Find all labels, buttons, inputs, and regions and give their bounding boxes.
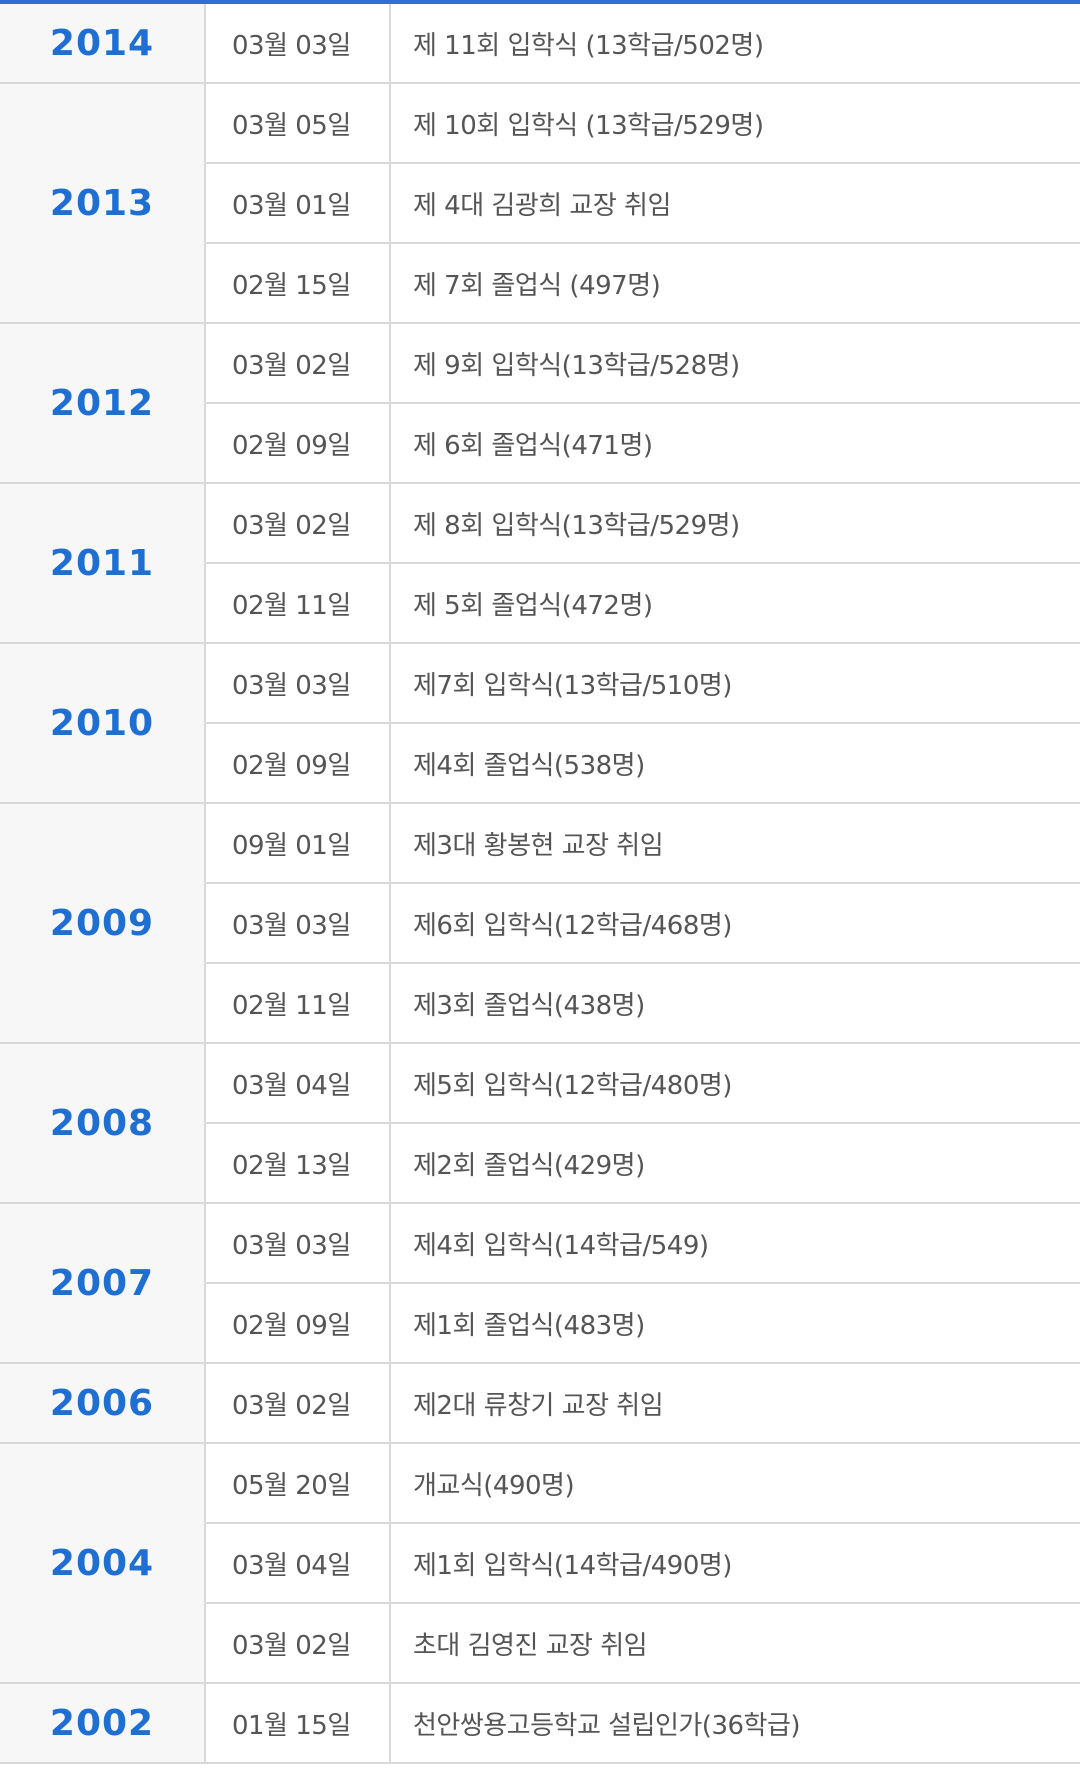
event-description: 제3대 황봉현 교장 취임 — [390, 803, 1080, 884]
event-description: 초대 김영진 교장 취임 — [390, 1603, 1080, 1684]
event-date: 02월 09일 — [205, 403, 391, 484]
table-row: 02월 13일 제2회 졸업식(429명) — [0, 1123, 1080, 1204]
event-description: 제 10회 입학식 (13학급/529명) — [390, 83, 1080, 164]
event-date: 02월 09일 — [205, 1283, 391, 1364]
table-row: 2007 03월 03일 제4회 입학식(14학급/549) — [0, 1203, 1080, 1364]
event-date: 03월 03일 — [205, 1203, 391, 1284]
year-cell: 2011 — [0, 483, 206, 644]
event-description: 제 9회 입학식(13학급/528명) — [390, 323, 1080, 404]
event-description: 제 5회 졸업식(472명) — [390, 563, 1080, 644]
table-row: 02월 11일 제 5회 졸업식(472명) — [0, 563, 1080, 644]
event-date: 03월 02일 — [205, 1363, 391, 1444]
table-row: 2004 05월 20일 개교식(490명) — [0, 1443, 1080, 1684]
table-row: 03월 04일 제1회 입학식(14학급/490명) — [0, 1523, 1080, 1604]
year-cell: 2008 — [0, 1043, 206, 1204]
table-row: 2008 03월 04일 제5회 입학식(12학급/480명) — [0, 1043, 1080, 1204]
table-row: 03월 02일 초대 김영진 교장 취임 — [0, 1603, 1080, 1684]
event-date: 03월 03일 — [205, 643, 391, 724]
event-description: 제 6회 졸업식(471명) — [390, 403, 1080, 484]
event-date: 03월 03일 — [205, 2, 391, 84]
event-description: 제1회 졸업식(483명) — [390, 1283, 1080, 1364]
table-row: 2010 03월 03일 제7회 입학식(13학급/510명) — [0, 643, 1080, 804]
event-date: 02월 13일 — [205, 1123, 391, 1204]
table-row: 2013 03월 05일 제 10회 입학식 (13학급/529명) — [0, 83, 1080, 324]
event-date: 09월 01일 — [205, 803, 391, 884]
event-description: 제 7회 졸업식 (497명) — [390, 243, 1080, 324]
event-date: 03월 02일 — [205, 483, 391, 564]
event-description: 제2회 졸업식(429명) — [390, 1123, 1080, 1204]
event-description: 제 11회 입학식 (13학급/502명) — [390, 2, 1080, 84]
year-cell: 2014 — [0, 2, 206, 84]
event-date: 03월 02일 — [205, 1603, 391, 1684]
year-cell: 2004 — [0, 1443, 206, 1684]
event-date: 03월 02일 — [205, 323, 391, 404]
table-row: 03월 01일 제 4대 김광희 교장 취임 — [0, 163, 1080, 244]
event-description: 제3회 졸업식(438명) — [390, 963, 1080, 1044]
event-date: 03월 05일 — [205, 83, 391, 164]
table-row: 2002 01월 15일 천안쌍용고등학교 설립인가(36학급) — [0, 1683, 1080, 1764]
year-cell: 2013 — [0, 83, 206, 324]
event-date: 01월 15일 — [205, 1683, 391, 1764]
table-row: 03월 03일 제6회 입학식(12학급/468명) — [0, 883, 1080, 964]
event-date: 05월 20일 — [205, 1443, 391, 1524]
event-date: 02월 15일 — [205, 243, 391, 324]
event-description: 제2대 류창기 교장 취임 — [390, 1363, 1080, 1444]
year-cell: 2009 — [0, 803, 206, 1044]
event-date: 02월 11일 — [205, 563, 391, 644]
event-date: 03월 04일 — [205, 1523, 391, 1604]
event-date: 02월 11일 — [205, 963, 391, 1044]
table-row: 02월 09일 제 6회 졸업식(471명) — [0, 403, 1080, 484]
year-cell: 2002 — [0, 1683, 206, 1764]
table-row: 02월 11일 제3회 졸업식(438명) — [0, 963, 1080, 1044]
year-cell: 2010 — [0, 643, 206, 804]
event-date: 03월 04일 — [205, 1043, 391, 1124]
table-row: 02월 15일 제 7회 졸업식 (497명) — [0, 243, 1080, 324]
event-date: 03월 01일 — [205, 163, 391, 244]
event-description: 개교식(490명) — [390, 1443, 1080, 1524]
table-row: 02월 09일 제1회 졸업식(483명) — [0, 1283, 1080, 1364]
event-description: 제1회 입학식(14학급/490명) — [390, 1523, 1080, 1604]
event-description: 제6회 입학식(12학급/468명) — [390, 883, 1080, 964]
year-cell: 2006 — [0, 1363, 206, 1444]
event-description: 천안쌍용고등학교 설립인가(36학급) — [390, 1683, 1080, 1764]
table-row: 2011 03월 02일 제 8회 입학식(13학급/529명) — [0, 483, 1080, 644]
event-date: 03월 03일 — [205, 883, 391, 964]
event-description: 제4회 입학식(14학급/549) — [390, 1203, 1080, 1284]
event-description: 제 8회 입학식(13학급/529명) — [390, 483, 1080, 564]
event-description: 제7회 입학식(13학급/510명) — [390, 643, 1080, 724]
event-description: 제4회 졸업식(538명) — [390, 723, 1080, 804]
table-row: 2006 03월 02일 제2대 류창기 교장 취임 — [0, 1363, 1080, 1444]
year-cell: 2007 — [0, 1203, 206, 1364]
event-date: 02월 09일 — [205, 723, 391, 804]
table-row: 2009 09월 01일 제3대 황봉현 교장 취임 — [0, 803, 1080, 1044]
year-cell: 2012 — [0, 323, 206, 484]
table-row: 2014 03월 03일 제 11회 입학식 (13학급/502명) — [0, 2, 1080, 84]
event-description: 제5회 입학식(12학급/480명) — [390, 1043, 1080, 1124]
table-row: 02월 09일 제4회 졸업식(538명) — [0, 723, 1080, 804]
event-description: 제 4대 김광희 교장 취임 — [390, 163, 1080, 244]
table-row: 2012 03월 02일 제 9회 입학식(13학급/528명) — [0, 323, 1080, 484]
